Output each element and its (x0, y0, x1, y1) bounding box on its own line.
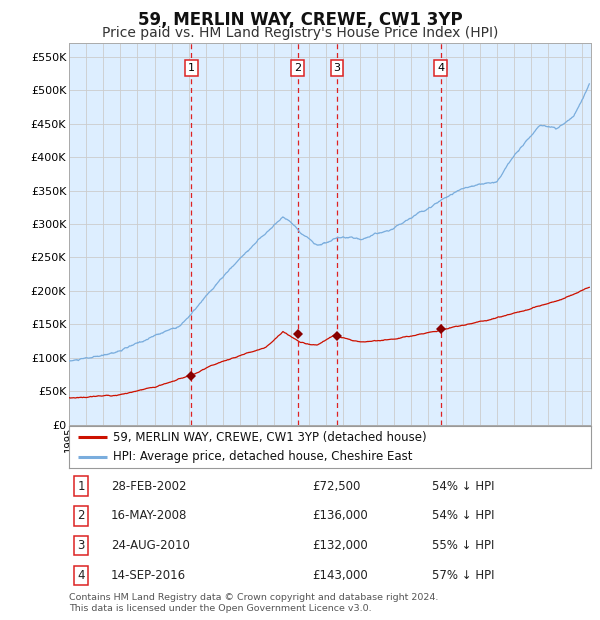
Text: 3: 3 (334, 63, 340, 73)
Text: 59, MERLIN WAY, CREWE, CW1 3YP: 59, MERLIN WAY, CREWE, CW1 3YP (137, 11, 463, 29)
Text: Price paid vs. HM Land Registry's House Price Index (HPI): Price paid vs. HM Land Registry's House … (102, 26, 498, 40)
Text: 1: 1 (77, 480, 85, 492)
Text: £143,000: £143,000 (312, 569, 368, 582)
Text: 4: 4 (77, 569, 85, 582)
Text: 16-MAY-2008: 16-MAY-2008 (111, 510, 187, 522)
Text: £132,000: £132,000 (312, 539, 368, 552)
Text: 28-FEB-2002: 28-FEB-2002 (111, 480, 187, 492)
Text: 59, MERLIN WAY, CREWE, CW1 3YP (detached house): 59, MERLIN WAY, CREWE, CW1 3YP (detached… (113, 431, 427, 444)
Text: £72,500: £72,500 (312, 480, 361, 492)
Text: 24-AUG-2010: 24-AUG-2010 (111, 539, 190, 552)
Text: 2: 2 (294, 63, 301, 73)
Text: HPI: Average price, detached house, Cheshire East: HPI: Average price, detached house, Ches… (113, 450, 413, 463)
Text: 54% ↓ HPI: 54% ↓ HPI (432, 480, 494, 492)
Text: 4: 4 (437, 63, 444, 73)
Text: £136,000: £136,000 (312, 510, 368, 522)
Text: 54% ↓ HPI: 54% ↓ HPI (432, 510, 494, 522)
Text: 2: 2 (77, 510, 85, 522)
Text: 55% ↓ HPI: 55% ↓ HPI (432, 539, 494, 552)
Text: Contains HM Land Registry data © Crown copyright and database right 2024.
This d: Contains HM Land Registry data © Crown c… (69, 593, 439, 613)
Text: 57% ↓ HPI: 57% ↓ HPI (432, 569, 494, 582)
Text: 3: 3 (77, 539, 85, 552)
Text: 1: 1 (188, 63, 195, 73)
Text: 14-SEP-2016: 14-SEP-2016 (111, 569, 186, 582)
